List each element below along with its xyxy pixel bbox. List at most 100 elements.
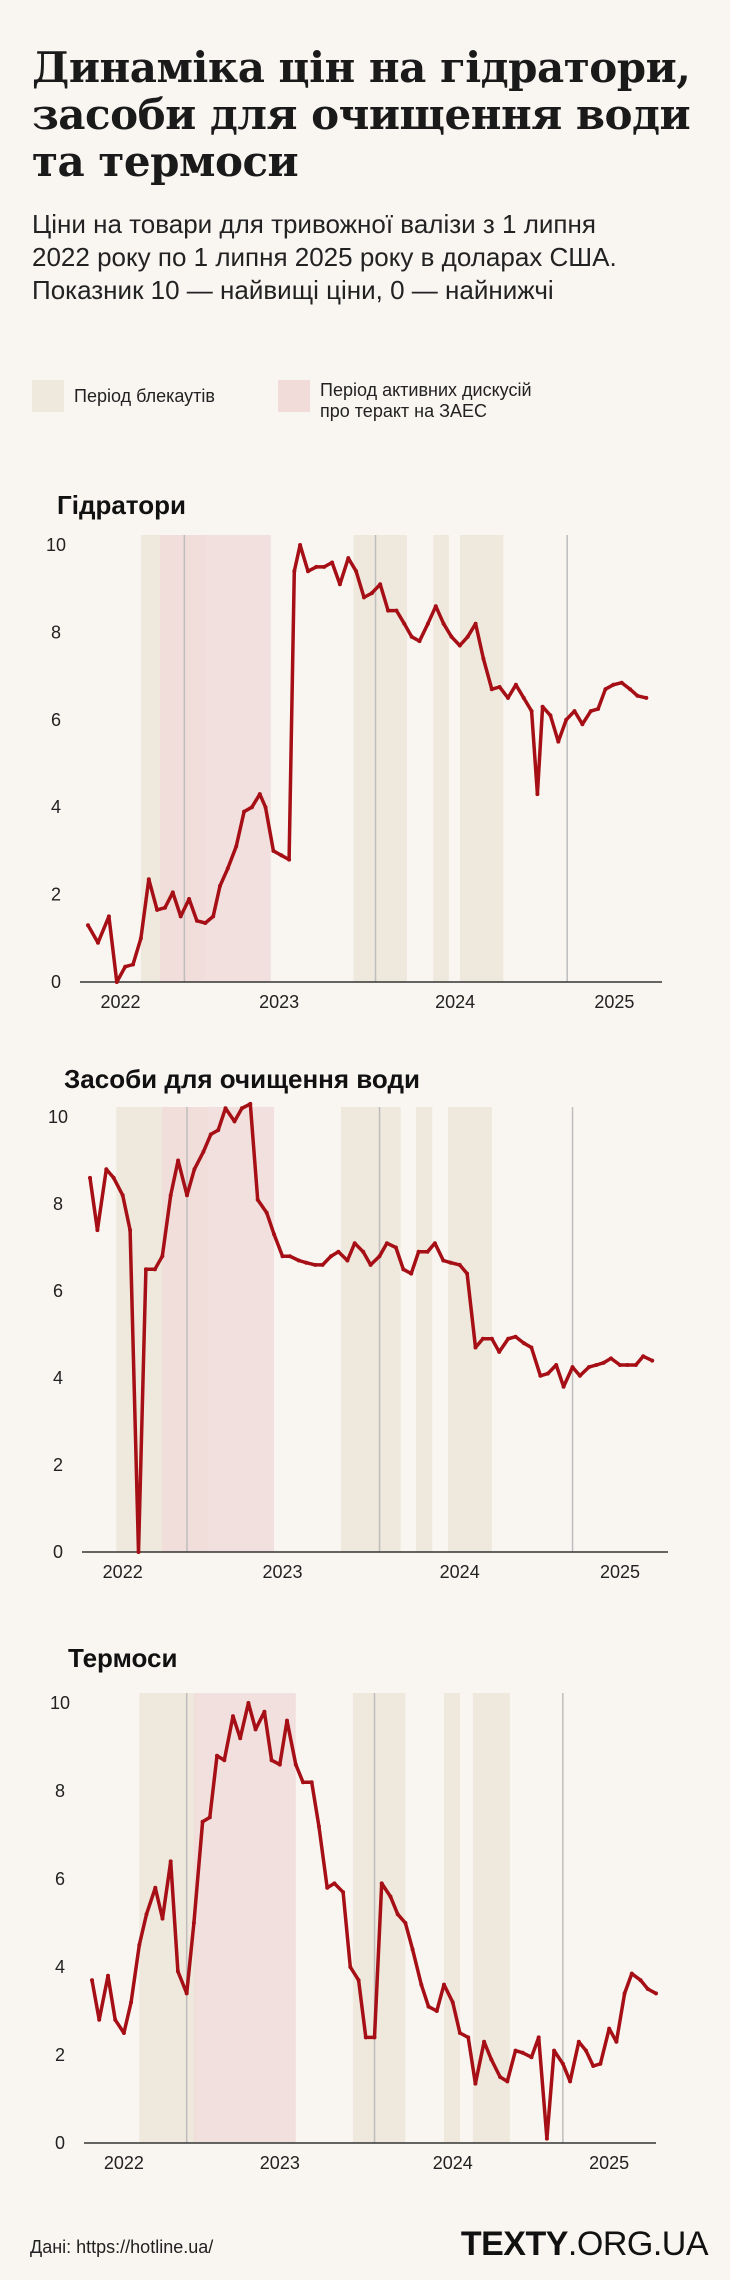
data-point-37 [378, 582, 383, 587]
data-point-28 [306, 569, 310, 574]
data-point-29 [316, 1824, 321, 1829]
y-tick-label-2: 4 [51, 797, 61, 817]
data-point-1 [97, 2017, 102, 2022]
data-point-25 [285, 1718, 289, 1723]
data-point-18 [232, 1119, 237, 1124]
data-point-38 [393, 1245, 398, 1250]
data-point-23 [272, 1232, 277, 1237]
x-tick-label-1: 2023 [260, 2153, 300, 2173]
data-point-59 [548, 713, 553, 718]
x-tick-label-0: 2022 [100, 992, 140, 1012]
data-point-14 [203, 921, 208, 925]
data-point-51 [497, 1349, 502, 1354]
x-tick-label-3: 2025 [589, 2153, 629, 2173]
data-point-33 [346, 556, 351, 561]
x-tick-label-0: 2022 [104, 2153, 144, 2173]
data-point-19 [239, 1106, 244, 1111]
legend-label-zaes: Період активних дискусій про теракт на З… [320, 380, 532, 421]
data-point-12 [185, 1193, 189, 1198]
data-point-63 [580, 722, 585, 727]
data-point-59 [561, 1384, 566, 1389]
data-point-3 [111, 1175, 116, 1180]
data-point-45 [448, 1260, 453, 1265]
data-point-25 [287, 1254, 292, 1259]
data-point-32 [341, 1890, 346, 1895]
page-subtitle: Ціни на товари для тривожної валізи з 1 … [32, 209, 617, 305]
x-tick-label-2: 2024 [435, 992, 475, 1012]
data-point-58 [544, 2136, 549, 2141]
data-point-18 [231, 1714, 235, 1719]
data-point-3 [114, 980, 119, 984]
data-point-23 [269, 1758, 274, 1763]
data-point-21 [253, 1727, 258, 1732]
blackout-period-1 [353, 535, 407, 982]
data-point-12 [184, 1991, 189, 1996]
data-point-55 [529, 1345, 534, 1350]
x-tick-label-1: 2023 [262, 1562, 302, 1582]
data-point-11 [176, 1158, 181, 1163]
data-point-24 [279, 853, 284, 858]
data-point-54 [522, 1341, 526, 1346]
data-point-66 [618, 1363, 622, 1367]
y-tick-label-1: 2 [53, 1455, 63, 1475]
data-point-47 [465, 1271, 470, 1276]
data-point-4 [123, 964, 128, 969]
chart-title-thermoses: Термоси [68, 1643, 178, 1673]
data-point-3 [113, 2017, 118, 2022]
data-point-21 [255, 1197, 260, 1202]
data-point-8 [152, 1267, 157, 1272]
data-point-31 [336, 1249, 341, 1254]
data-point-27 [298, 543, 303, 547]
data-point-51 [489, 2057, 494, 2062]
texty-logo[interactable]: TEXTY.ORG.UA [461, 2225, 709, 2264]
data-point-29 [320, 1262, 325, 1267]
data-point-9 [163, 905, 167, 910]
data-point-71 [645, 1987, 650, 1991]
blackout-period-3 [459, 535, 504, 982]
data-point-54 [513, 2048, 518, 2053]
x-tick-label-3: 2025 [600, 1562, 640, 1582]
data-point-39 [395, 1912, 400, 1917]
data-point-60 [556, 739, 561, 744]
data-point-68 [622, 1991, 627, 1996]
data-point-46 [457, 1262, 462, 1267]
data-point-11 [178, 914, 183, 919]
data-point-20 [248, 1101, 253, 1106]
y-tick-label-1: 2 [55, 2045, 65, 2065]
data-point-10 [170, 890, 175, 895]
y-tick-label-5: 10 [46, 535, 66, 555]
chart-title-hydrators: Гідратори [57, 490, 186, 520]
data-point-22 [262, 1709, 267, 1714]
data-point-43 [425, 621, 430, 626]
data-point-4 [121, 2031, 126, 2035]
chart-thermoses: 0 2 4 6 8 10 2022 2023 2024 2025 [50, 1693, 658, 2173]
data-point-68 [633, 1363, 638, 1367]
data-point-14 [201, 1149, 206, 1154]
data-point-56 [529, 709, 534, 714]
data-point-30 [329, 1254, 333, 1259]
data-point-15 [208, 1132, 213, 1137]
data-point-17 [222, 1758, 227, 1763]
data-point-24 [280, 1254, 285, 1259]
data-point-59 [552, 2048, 557, 2053]
data-point-36 [377, 1254, 382, 1259]
data-point-58 [540, 704, 545, 709]
data-point-26 [293, 1762, 298, 1767]
data-point-38 [386, 608, 391, 613]
y-tick-label-0: 0 [53, 1542, 63, 1562]
data-point-19 [238, 1736, 243, 1741]
data-point-13 [194, 918, 199, 923]
data-point-10 [168, 1193, 173, 1198]
data-point-66 [607, 2026, 612, 2031]
data-point-8 [155, 907, 160, 912]
data-point-69 [628, 687, 633, 692]
data-point-58 [554, 1363, 559, 1367]
y-tick-label-4: 8 [51, 622, 61, 642]
data-point-22 [264, 1210, 269, 1215]
y-tick-label-0: 0 [55, 2133, 65, 2153]
data-point-47 [457, 2031, 462, 2035]
data-point-31 [332, 1881, 337, 1886]
data-point-52 [506, 1336, 511, 1341]
blackout-period-2 [443, 1693, 460, 2143]
y-tick-label-2: 4 [55, 1957, 65, 1977]
